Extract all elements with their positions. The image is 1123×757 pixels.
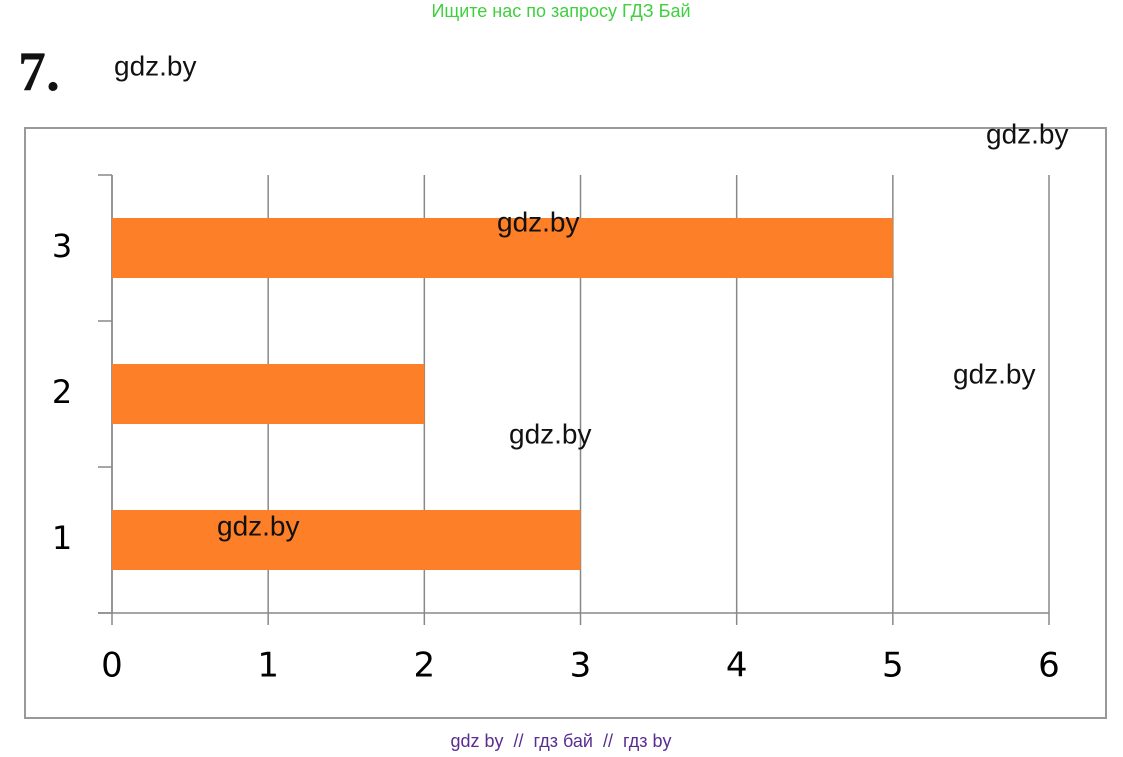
x-tick-label: 2 [414,646,436,686]
x-tick-label: 1 [257,646,279,686]
watermark: gdz.by [114,50,197,81]
x-tick-label: 6 [1038,646,1060,686]
watermark: gdz.by [497,206,580,237]
watermark: gdz.by [953,358,1036,389]
bar [112,364,425,424]
chart-frame [24,127,1107,719]
bar [112,510,581,570]
task-number: 7. [18,41,60,103]
x-tick-label: 5 [882,646,904,686]
y-tick-label: 1 [52,519,72,557]
watermark: gdz.by [986,118,1069,149]
bar [112,218,893,278]
x-tick-label: 4 [726,646,748,686]
y-tick-label: 3 [52,227,72,265]
watermark: gdz.by [509,418,592,449]
x-tick-label: 0 [101,646,123,686]
x-tick-label: 3 [570,646,592,686]
y-tick-label: 2 [52,373,72,411]
watermark: gdz.by [217,510,300,541]
plot: 0 1 2 3 4 5 6 1 2 3 [52,174,1060,686]
footer: gdz by // гдз бай // гдз by [450,731,671,751]
header: Ищите нас по запросу ГДЗ Бай [431,1,690,21]
